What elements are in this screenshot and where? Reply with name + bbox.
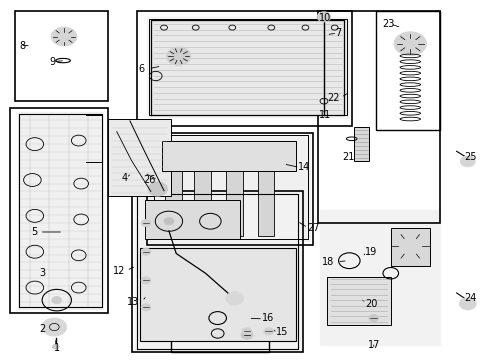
Bar xyxy=(375,12,439,130)
Text: 15: 15 xyxy=(276,327,288,337)
Text: 13: 13 xyxy=(127,297,140,307)
Ellipse shape xyxy=(194,161,210,167)
Circle shape xyxy=(241,330,252,339)
Circle shape xyxy=(225,292,243,305)
Bar xyxy=(225,164,242,235)
Bar xyxy=(140,248,295,341)
Bar xyxy=(194,164,210,235)
Text: 18: 18 xyxy=(321,257,333,267)
Bar xyxy=(171,295,268,352)
Bar xyxy=(390,228,429,266)
Circle shape xyxy=(141,220,151,226)
Text: 11: 11 xyxy=(318,111,330,121)
Circle shape xyxy=(264,328,273,335)
Circle shape xyxy=(459,298,475,310)
Text: 17: 17 xyxy=(367,340,379,350)
Bar xyxy=(10,108,108,313)
Circle shape xyxy=(163,218,173,225)
Circle shape xyxy=(51,27,77,46)
Bar xyxy=(15,12,108,101)
Circle shape xyxy=(242,328,251,335)
Bar xyxy=(327,277,390,325)
Text: 7: 7 xyxy=(334,28,340,38)
Bar xyxy=(353,127,368,161)
Text: 4: 4 xyxy=(122,173,128,183)
Text: 22: 22 xyxy=(326,93,339,103)
Text: 3: 3 xyxy=(39,268,45,278)
Text: 16: 16 xyxy=(261,313,273,323)
Bar xyxy=(257,164,274,235)
Bar xyxy=(108,119,171,196)
Text: 21: 21 xyxy=(341,152,353,162)
Bar xyxy=(149,19,346,116)
Circle shape xyxy=(42,318,66,336)
Text: 26: 26 xyxy=(143,175,156,185)
Bar xyxy=(144,200,239,239)
Text: 8: 8 xyxy=(19,41,25,50)
Bar xyxy=(135,193,300,350)
Bar xyxy=(18,112,103,309)
Text: 27: 27 xyxy=(306,224,319,233)
Circle shape xyxy=(141,304,151,311)
Text: 6: 6 xyxy=(138,64,144,74)
Text: 23: 23 xyxy=(382,19,394,29)
Text: 14: 14 xyxy=(298,162,310,172)
Circle shape xyxy=(52,344,59,349)
Circle shape xyxy=(52,297,61,304)
Bar xyxy=(320,211,439,345)
Circle shape xyxy=(141,277,151,284)
Bar xyxy=(147,17,348,117)
Bar xyxy=(164,164,181,235)
Text: 20: 20 xyxy=(365,299,377,309)
Circle shape xyxy=(317,12,330,22)
Circle shape xyxy=(148,182,167,196)
Text: 25: 25 xyxy=(463,152,475,162)
Bar xyxy=(161,140,295,171)
Ellipse shape xyxy=(258,161,273,167)
Circle shape xyxy=(393,32,426,55)
Ellipse shape xyxy=(165,161,181,167)
Circle shape xyxy=(166,47,190,65)
Bar xyxy=(147,134,312,244)
Circle shape xyxy=(460,156,474,167)
Text: 19: 19 xyxy=(365,247,377,257)
Ellipse shape xyxy=(226,161,242,167)
Text: 10: 10 xyxy=(318,13,330,23)
Text: 24: 24 xyxy=(463,293,475,303)
Circle shape xyxy=(368,315,378,321)
Bar xyxy=(137,12,351,126)
Text: 12: 12 xyxy=(112,266,125,276)
Circle shape xyxy=(141,248,151,255)
Text: 5: 5 xyxy=(31,227,37,237)
Text: 9: 9 xyxy=(49,57,56,67)
Bar xyxy=(152,135,310,241)
Bar xyxy=(132,191,303,352)
Bar xyxy=(317,12,439,223)
Text: 2: 2 xyxy=(39,324,45,334)
Text: 1: 1 xyxy=(54,343,60,353)
